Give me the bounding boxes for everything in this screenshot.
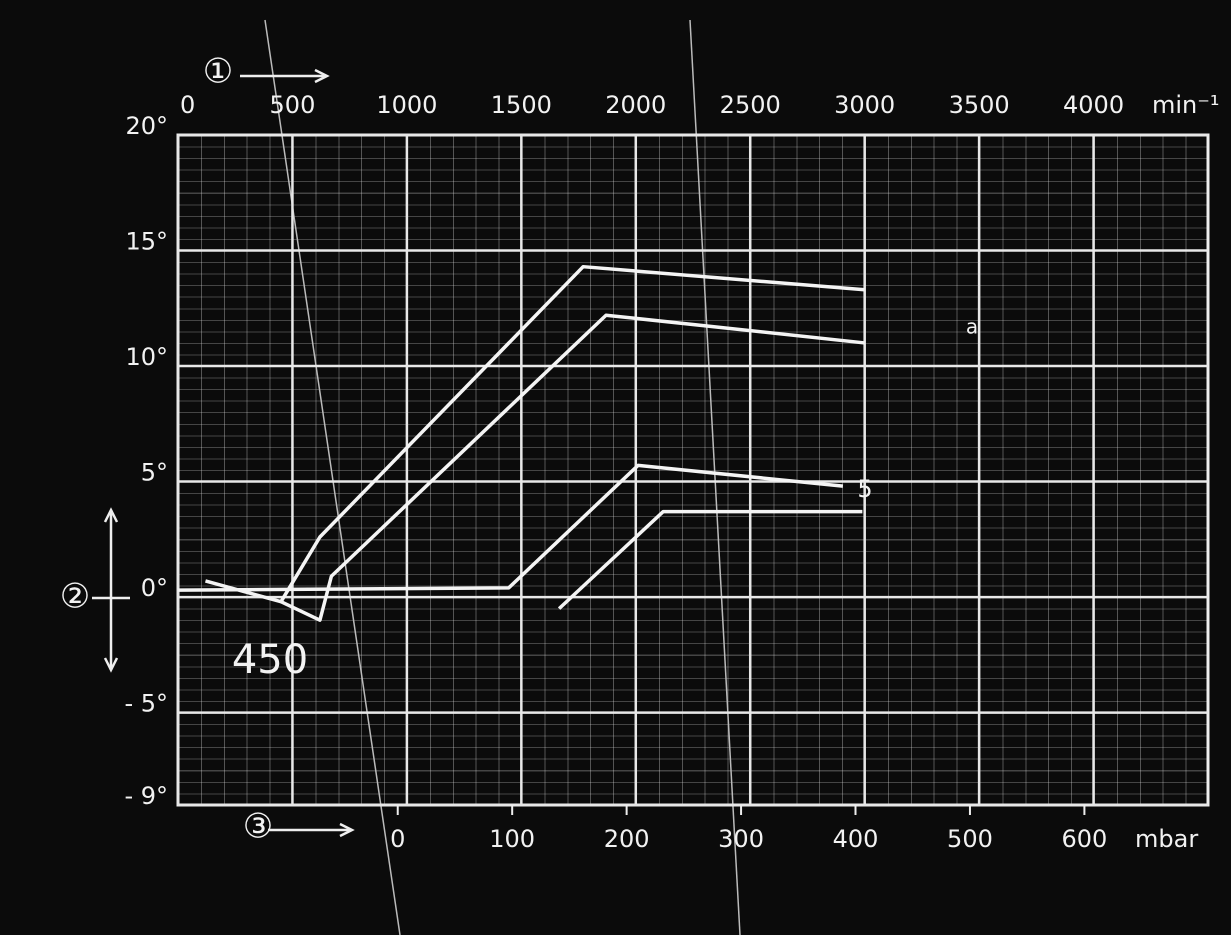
- curve: [205, 264, 865, 604]
- annotation: a: [966, 315, 978, 339]
- curve: [280, 313, 865, 622]
- x-tick-label: 4000: [1063, 91, 1124, 119]
- arrow: [339, 822, 355, 838]
- x-tick-label: 1000: [376, 91, 437, 119]
- annotation: ①: [203, 52, 233, 92]
- annotation: ③: [243, 807, 273, 847]
- x2-unit: mbar: [1135, 825, 1198, 853]
- x2-tick-label: 600: [1061, 825, 1107, 853]
- curve: [177, 463, 844, 592]
- y-tick-label: 5°: [141, 459, 168, 487]
- y-tick-label: 0°: [141, 574, 168, 602]
- x-tick-label: 2500: [720, 91, 781, 119]
- x2-tick-label: 300: [718, 825, 764, 853]
- x-tick-label: 2000: [605, 91, 666, 119]
- curve: [557, 509, 863, 610]
- scan-line: [689, 19, 741, 935]
- x-tick-label: 3000: [834, 91, 895, 119]
- x-tick-label: 500: [270, 91, 316, 119]
- x2-tick-label: 500: [947, 825, 993, 853]
- x2-tick-label: 0: [390, 825, 405, 853]
- y-tick-label: 20°: [125, 112, 168, 140]
- y-tick-label: - 9°: [124, 782, 168, 810]
- x2-tick-label: 200: [604, 825, 650, 853]
- arrow: [314, 68, 330, 84]
- x-unit: min⁻¹: [1152, 91, 1220, 119]
- arrow: [103, 507, 119, 673]
- scan-line: [264, 19, 401, 935]
- annotation: ②: [60, 577, 90, 617]
- y-tick-label: - 5°: [124, 690, 168, 718]
- annotation: 450: [232, 637, 308, 683]
- x2-tick-label: 400: [833, 825, 879, 853]
- y-tick-label: 15°: [125, 228, 168, 256]
- x-tick-label: 0: [180, 91, 195, 119]
- x-tick-label: 3500: [949, 91, 1010, 119]
- annotation: 5: [857, 475, 872, 503]
- x2-tick-label: 100: [489, 825, 535, 853]
- y-tick-label: 10°: [125, 343, 168, 371]
- x-tick-label: 1500: [491, 91, 552, 119]
